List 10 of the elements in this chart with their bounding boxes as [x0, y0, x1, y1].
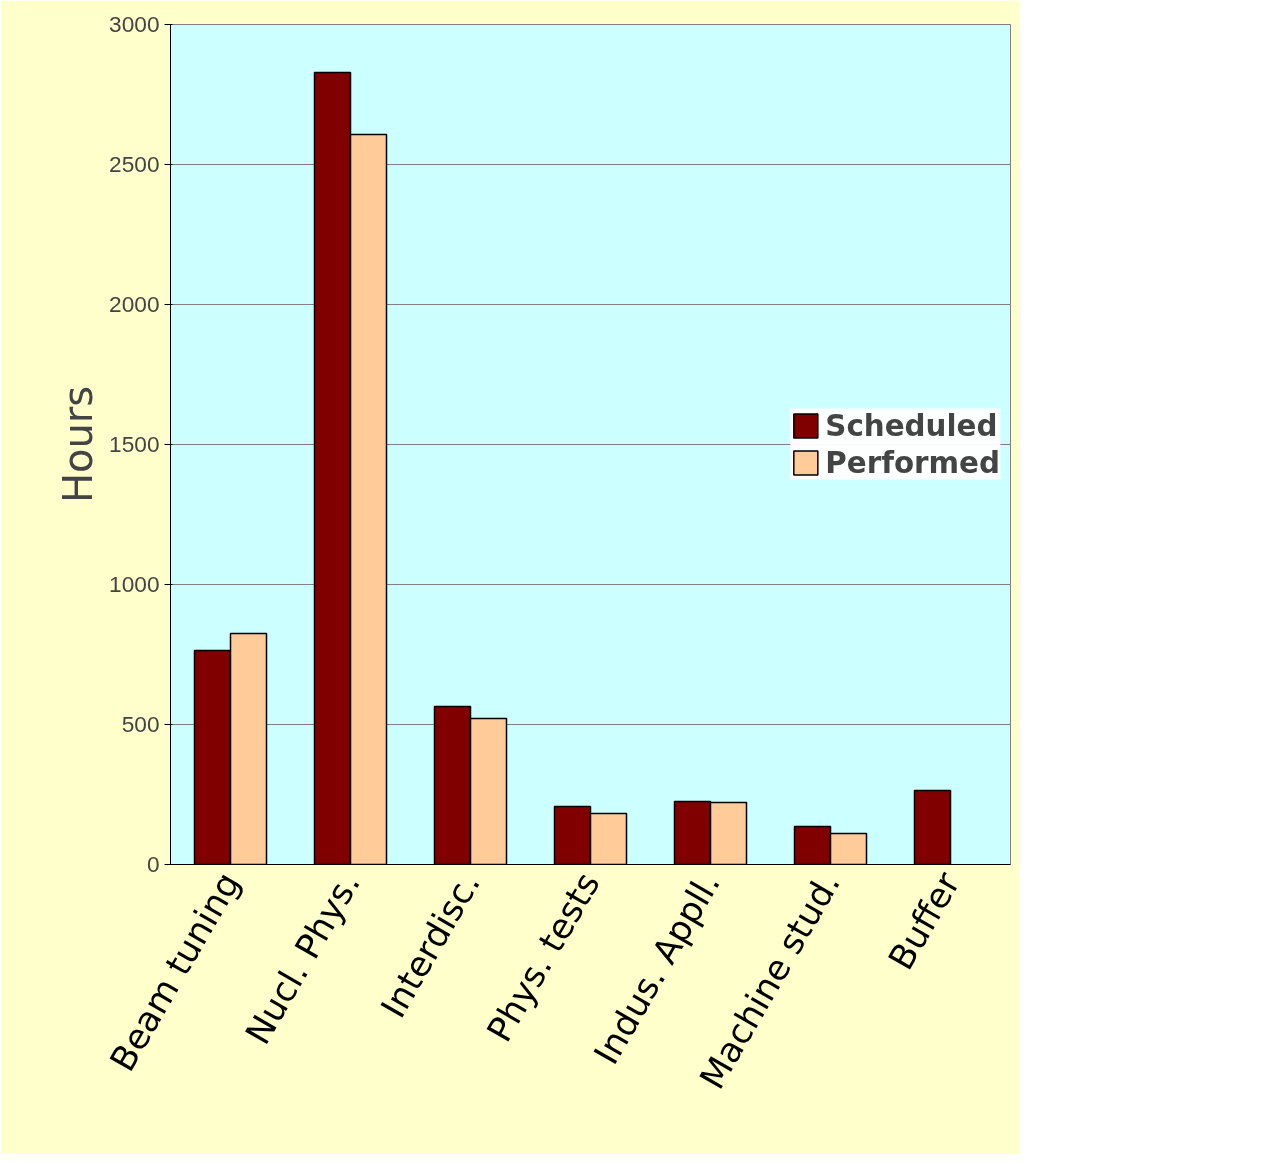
legend-label: Scheduled	[825, 408, 998, 443]
legend-label: Performed	[825, 445, 1000, 480]
y-axis-title: Hours	[55, 385, 102, 504]
y-tick-label: 0	[146, 851, 160, 877]
y-tick-label: 1000	[109, 571, 160, 597]
y-tick-label: 3000	[109, 11, 160, 37]
y-tick-label: 1500	[109, 431, 160, 457]
y-tick-label: 2000	[109, 291, 160, 317]
y-tick-label: 500	[121, 711, 160, 737]
y-tick-label: 2500	[109, 151, 160, 177]
